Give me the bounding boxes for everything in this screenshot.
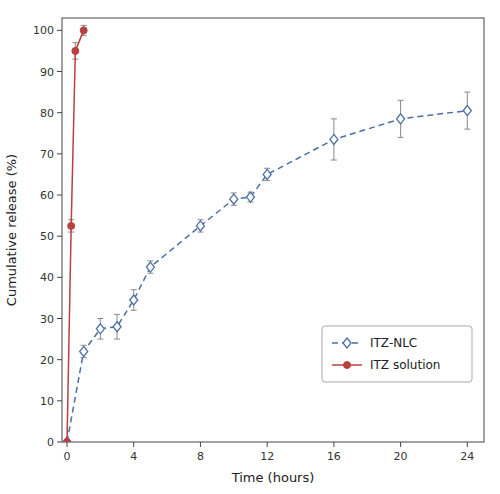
y-tick-label: 30 — [40, 313, 54, 326]
error-bar-cap — [72, 42, 78, 43]
y-tick-label: 70 — [40, 148, 54, 161]
x-tick-label: 20 — [394, 450, 408, 463]
y-tick-label: 40 — [40, 271, 54, 284]
error-bar — [114, 314, 120, 339]
point — [64, 439, 71, 443]
legend-label: ITZ solution — [370, 358, 440, 372]
y-tick — [57, 195, 62, 196]
error-bar-cap — [398, 100, 404, 101]
point — [80, 27, 87, 34]
error-bar-cap — [131, 310, 137, 311]
error-bar — [331, 119, 337, 160]
error-bar-cap — [114, 314, 120, 315]
point — [96, 324, 104, 334]
error-bar-cap — [464, 129, 470, 130]
point — [68, 222, 75, 229]
point — [72, 47, 79, 54]
point — [113, 322, 121, 332]
y-tick-label: 80 — [40, 107, 54, 120]
error-bar — [264, 168, 270, 180]
y-tick — [57, 112, 62, 113]
series — [63, 92, 471, 442]
legend: ITZ-NLC ITZ solution — [322, 326, 472, 382]
point — [263, 169, 271, 179]
x-tick-label: 24 — [460, 450, 474, 463]
x-tick — [67, 442, 68, 447]
point — [397, 114, 405, 124]
y-tick — [57, 236, 62, 237]
error-bar — [81, 345, 87, 357]
y-tick-label: 50 — [40, 230, 54, 243]
x-tick-label: 16 — [327, 450, 341, 463]
error-bar-cap — [464, 92, 470, 93]
x-tick — [200, 442, 201, 447]
y-tick-label: 60 — [40, 189, 54, 202]
point — [330, 134, 338, 144]
x-tick — [133, 442, 134, 447]
y-tick — [57, 153, 62, 154]
series-line — [67, 111, 467, 442]
legend-item: ITZ solution — [332, 358, 440, 372]
legend-item: ITZ-NLC — [332, 336, 417, 350]
y-tick-label: 20 — [40, 354, 54, 367]
x-tick-label: 12 — [260, 450, 274, 463]
x-tick — [333, 442, 334, 447]
error-bar-cap — [398, 137, 404, 138]
y-tick — [57, 318, 62, 319]
y-tick-label: 100 — [33, 24, 54, 37]
error-bar — [464, 92, 470, 129]
plot-frame — [62, 18, 484, 442]
y-tick — [57, 277, 62, 278]
error-bar — [231, 193, 237, 205]
error-bar-cap — [114, 339, 120, 340]
error-bar-cap — [331, 160, 337, 161]
point — [80, 346, 88, 356]
y-tick — [57, 30, 62, 31]
y-tick — [57, 400, 62, 401]
y-tick — [57, 442, 62, 443]
error-bar-cap — [331, 118, 337, 119]
x-tick-label: 4 — [130, 450, 137, 463]
chart-container: 0 4 8 12 16 20 24 0 10 20 30 40 50 60 70 80 90 100 Time (h… — [0, 0, 500, 494]
point — [130, 295, 138, 305]
y-tick-label: 90 — [40, 66, 54, 79]
error-bar-cap — [97, 318, 103, 319]
plot-area — [63, 25, 471, 442]
point — [230, 194, 238, 204]
point — [463, 106, 471, 116]
legend-marker — [344, 362, 351, 369]
point — [246, 192, 254, 202]
legend-box — [322, 326, 472, 382]
error-bar — [97, 319, 103, 340]
y-tick — [57, 359, 62, 360]
error-bar — [131, 290, 137, 311]
series-line — [67, 30, 84, 442]
x-tick — [267, 442, 268, 447]
x-tick — [400, 442, 401, 447]
error-bar-cap — [97, 339, 103, 340]
y-tick — [57, 71, 62, 72]
error-bar-cap — [81, 25, 87, 26]
x-tick — [467, 442, 468, 447]
error-bar-cap — [131, 289, 137, 290]
error-bar — [197, 220, 203, 232]
legend-marker — [343, 338, 351, 348]
error-bar — [398, 100, 404, 137]
y-tick-label: 10 — [40, 395, 54, 408]
y-axis-label: Cumulative release (%) — [4, 154, 19, 306]
chart: 0 4 8 12 16 20 24 0 10 20 30 40 50 60 70 80 90 100 Time (h… — [0, 0, 500, 494]
series — [64, 25, 88, 442]
x-tick-label: 0 — [64, 450, 71, 463]
legend-label: ITZ-NLC — [370, 336, 417, 350]
y-tick-label: 0 — [47, 436, 54, 449]
x-axis-label: Time (hours) — [231, 470, 315, 485]
x-tick-label: 8 — [197, 450, 204, 463]
point — [146, 262, 154, 272]
point — [196, 221, 204, 231]
